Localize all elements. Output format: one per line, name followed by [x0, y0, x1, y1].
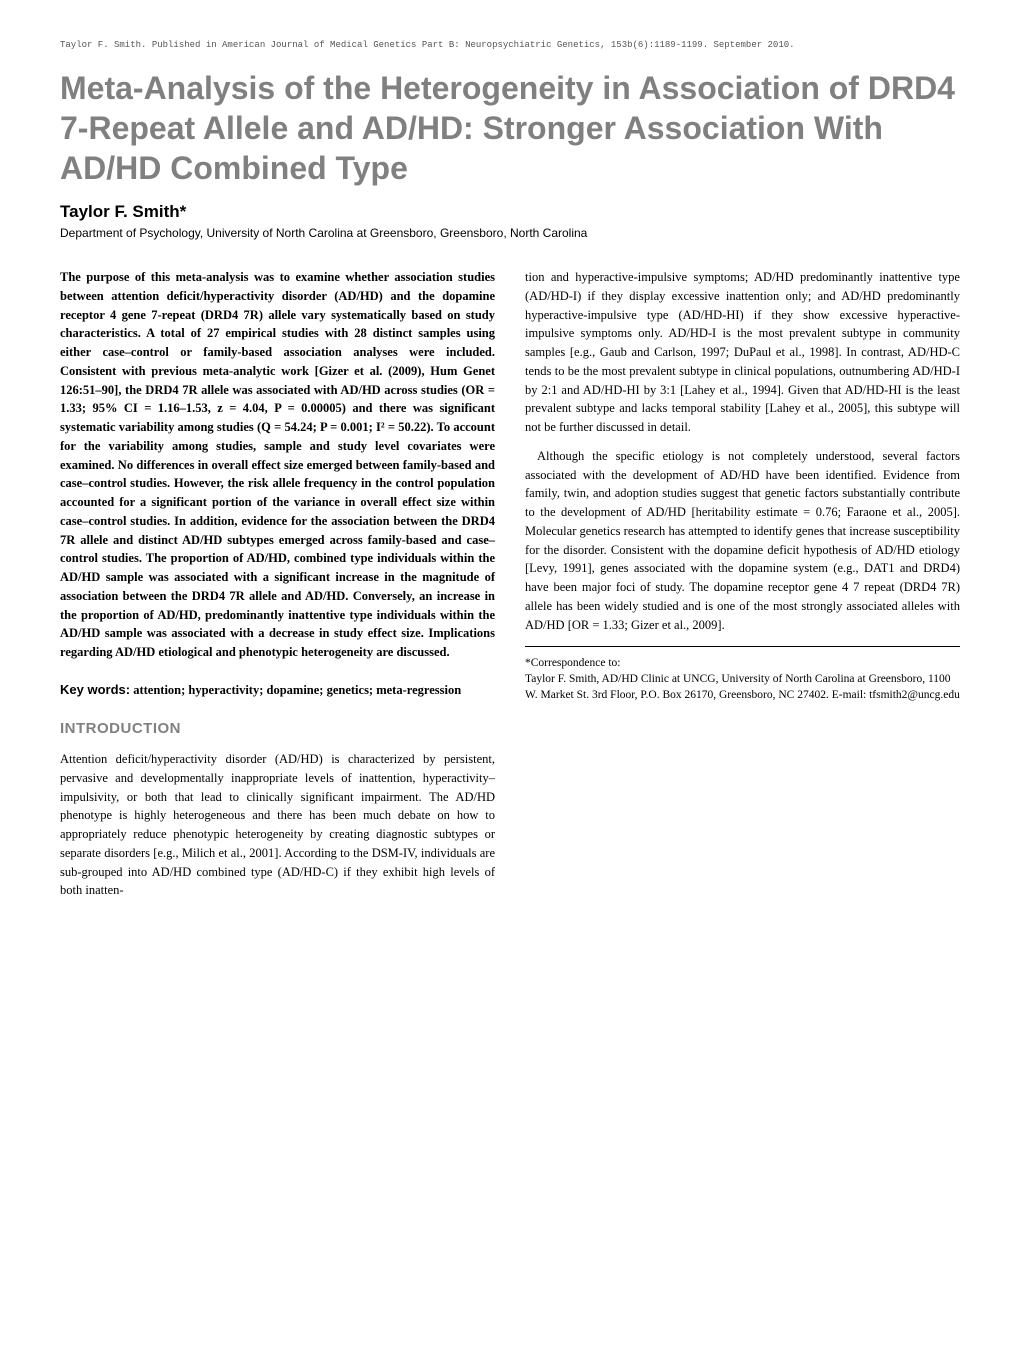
right-column: tion and hyperactive-impulsive symptoms;… [525, 268, 960, 900]
introduction-heading: INTRODUCTION [60, 718, 495, 741]
correspondence-block: *Correspondence to: Taylor F. Smith, AD/… [525, 655, 960, 703]
keywords-block: Key words: attention; hyperactivity; dop… [60, 680, 495, 700]
left-column: The purpose of this meta-analysis was to… [60, 268, 495, 900]
correspondence-text: Taylor F. Smith, AD/HD Clinic at UNCG, U… [525, 671, 960, 703]
abstract-text: The purpose of this meta-analysis was to… [60, 268, 495, 662]
intro-paragraph-2-right: Although the specific etiology is not co… [525, 447, 960, 635]
author-affiliation: Department of Psychology, University of … [60, 226, 960, 240]
intro-paragraph-1-left: Attention deficit/hyperactivity disorder… [60, 750, 495, 900]
author-name: Taylor F. Smith* [60, 202, 960, 222]
correspondence-divider [525, 646, 960, 647]
two-column-layout: The purpose of this meta-analysis was to… [60, 268, 960, 900]
keywords-value: attention; hyperactivity; dopamine; gene… [133, 683, 461, 697]
correspondence-label: *Correspondence to: [525, 655, 960, 671]
header-citation: Taylor F. Smith. Published in American J… [60, 40, 960, 50]
article-title: Meta-Analysis of the Heterogeneity in As… [60, 68, 960, 188]
intro-paragraph-1-right: tion and hyperactive-impulsive symptoms;… [525, 268, 960, 437]
keywords-label: Key words: [60, 682, 130, 697]
